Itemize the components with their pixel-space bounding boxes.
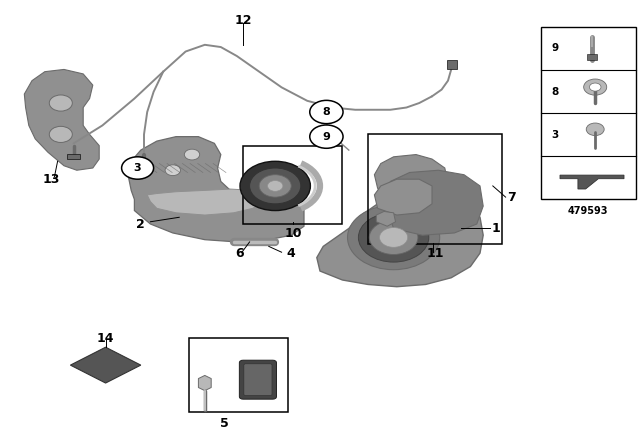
Polygon shape [147,189,262,215]
Polygon shape [317,190,483,287]
Circle shape [165,165,180,176]
Text: 479593: 479593 [568,206,609,215]
Circle shape [380,228,408,247]
Bar [587,54,597,60]
Circle shape [310,100,343,124]
Circle shape [358,213,429,262]
Text: 4: 4 [287,246,296,260]
Polygon shape [70,347,141,383]
Polygon shape [128,137,304,242]
Text: 6: 6 [236,246,244,260]
Text: 3: 3 [134,163,141,173]
Polygon shape [387,170,483,235]
Circle shape [49,95,72,111]
Text: 2: 2 [136,217,145,231]
Circle shape [122,157,154,179]
Circle shape [49,126,72,142]
FancyBboxPatch shape [239,360,276,399]
Text: 1: 1 [492,222,500,235]
FancyBboxPatch shape [244,364,272,396]
Text: 13: 13 [42,172,60,186]
Polygon shape [374,179,432,215]
Circle shape [240,161,310,211]
Polygon shape [376,211,396,226]
Text: 3: 3 [551,129,559,140]
Text: 5: 5 [220,417,228,430]
Text: 8: 8 [551,86,559,97]
Polygon shape [374,155,448,206]
Circle shape [310,125,343,148]
Text: 9: 9 [323,132,330,142]
Bar [243,146,342,224]
Polygon shape [560,175,624,189]
Bar [67,154,80,159]
Bar [368,134,502,244]
Text: 8: 8 [323,107,330,117]
Text: 7: 7 [508,190,516,204]
Text: 12: 12 [234,13,252,27]
Polygon shape [24,69,99,170]
Circle shape [259,175,291,197]
Circle shape [586,123,604,136]
Bar [447,60,457,69]
Bar [541,27,636,199]
Polygon shape [198,375,211,391]
Circle shape [268,181,283,191]
Circle shape [184,149,200,160]
Circle shape [589,83,601,91]
Text: 14: 14 [97,332,115,345]
Circle shape [250,168,301,204]
Text: 11: 11 [426,246,444,260]
Circle shape [348,205,440,270]
Bar [189,338,288,412]
Text: 10: 10 [284,227,302,241]
Circle shape [369,220,418,254]
Circle shape [139,169,149,176]
Circle shape [584,79,607,95]
Text: 9: 9 [551,43,559,53]
